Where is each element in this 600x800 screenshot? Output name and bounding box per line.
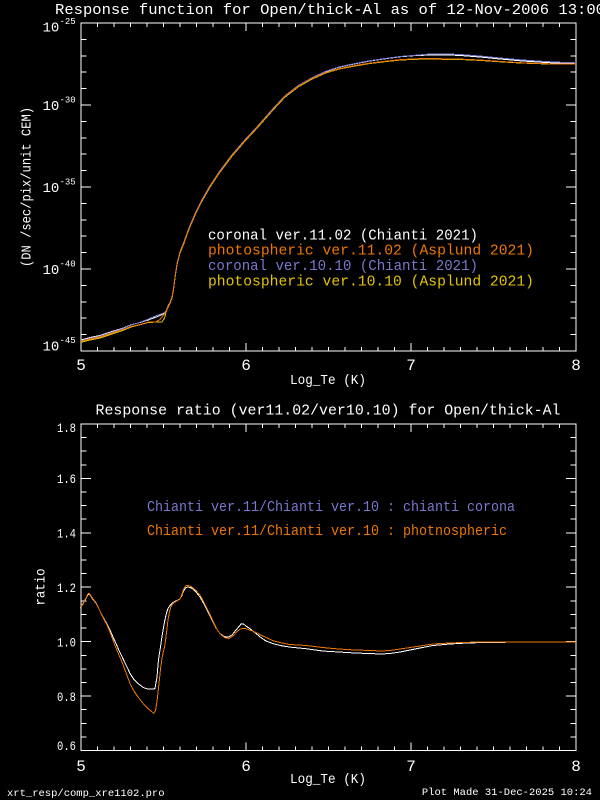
svg-text:7: 7 [406, 357, 416, 375]
svg-text:-40: -40 [60, 260, 76, 270]
svg-text:Response ratio (ver11.02/ver10: Response ratio (ver11.02/ver10.10) for O… [96, 404, 561, 420]
svg-text:6: 6 [241, 357, 251, 375]
svg-text:-35: -35 [60, 178, 76, 188]
svg-text:10: 10 [43, 181, 60, 197]
svg-text:-30: -30 [60, 96, 76, 106]
svg-text:0.6: 0.6 [57, 739, 76, 754]
svg-text:7: 7 [406, 758, 416, 776]
svg-text:photospheric ver.11.02 (Asplun: photospheric ver.11.02 (Asplund 2021) [208, 244, 534, 260]
svg-text:6: 6 [241, 758, 251, 776]
svg-text:10: 10 [43, 21, 60, 37]
svg-text:Log_Te (K): Log_Te (K) [290, 772, 366, 788]
svg-text:8: 8 [571, 357, 581, 375]
svg-text:photospheric ver.10.10 (Asplun: photospheric ver.10.10 (Asplund 2021) [208, 275, 534, 291]
svg-text:Chianti ver.11/Chianti ver.10: Chianti ver.11/Chianti ver.10 : chianti … [147, 500, 515, 516]
svg-text:1.6: 1.6 [57, 472, 76, 487]
svg-text:1.0: 1.0 [57, 635, 76, 650]
svg-text:8: 8 [571, 758, 581, 776]
svg-text:1.2: 1.2 [57, 581, 76, 596]
svg-text:Response function for Open/thi: Response function for Open/thick-Al as o… [55, 1, 600, 19]
svg-text:-45: -45 [60, 336, 76, 346]
svg-text:(DN /sec/pix/unit CEM): (DN /sec/pix/unit CEM) [21, 107, 36, 267]
svg-text:1.8: 1.8 [57, 421, 76, 436]
svg-text:0.8: 0.8 [57, 690, 76, 705]
svg-text:1.4: 1.4 [57, 527, 76, 542]
svg-text:ratio: ratio [35, 569, 50, 606]
svg-text:10: 10 [43, 99, 60, 115]
svg-text:10: 10 [43, 340, 60, 356]
svg-text:coronal ver.11.02 (Chianti 202: coronal ver.11.02 (Chianti 2021) [208, 228, 478, 244]
svg-text:coronal ver.10.10 (Chianti 202: coronal ver.10.10 (Chianti 2021) [208, 259, 478, 275]
svg-text:-25: -25 [60, 17, 76, 27]
svg-text:5: 5 [76, 758, 86, 776]
svg-text:5: 5 [76, 357, 86, 375]
svg-text:xrt_resp/comp_xre1102.pro: xrt_resp/comp_xre1102.pro [7, 788, 165, 800]
svg-text:Chianti ver.11/Chianti ver.10: Chianti ver.11/Chianti ver.10 : photnosp… [147, 524, 507, 540]
svg-text:Plot Made 31-Dec-2025 10:24: Plot Made 31-Dec-2025 10:24 [422, 787, 592, 799]
svg-text:Log_Te (K): Log_Te (K) [290, 373, 366, 389]
svg-text:10: 10 [43, 263, 60, 279]
